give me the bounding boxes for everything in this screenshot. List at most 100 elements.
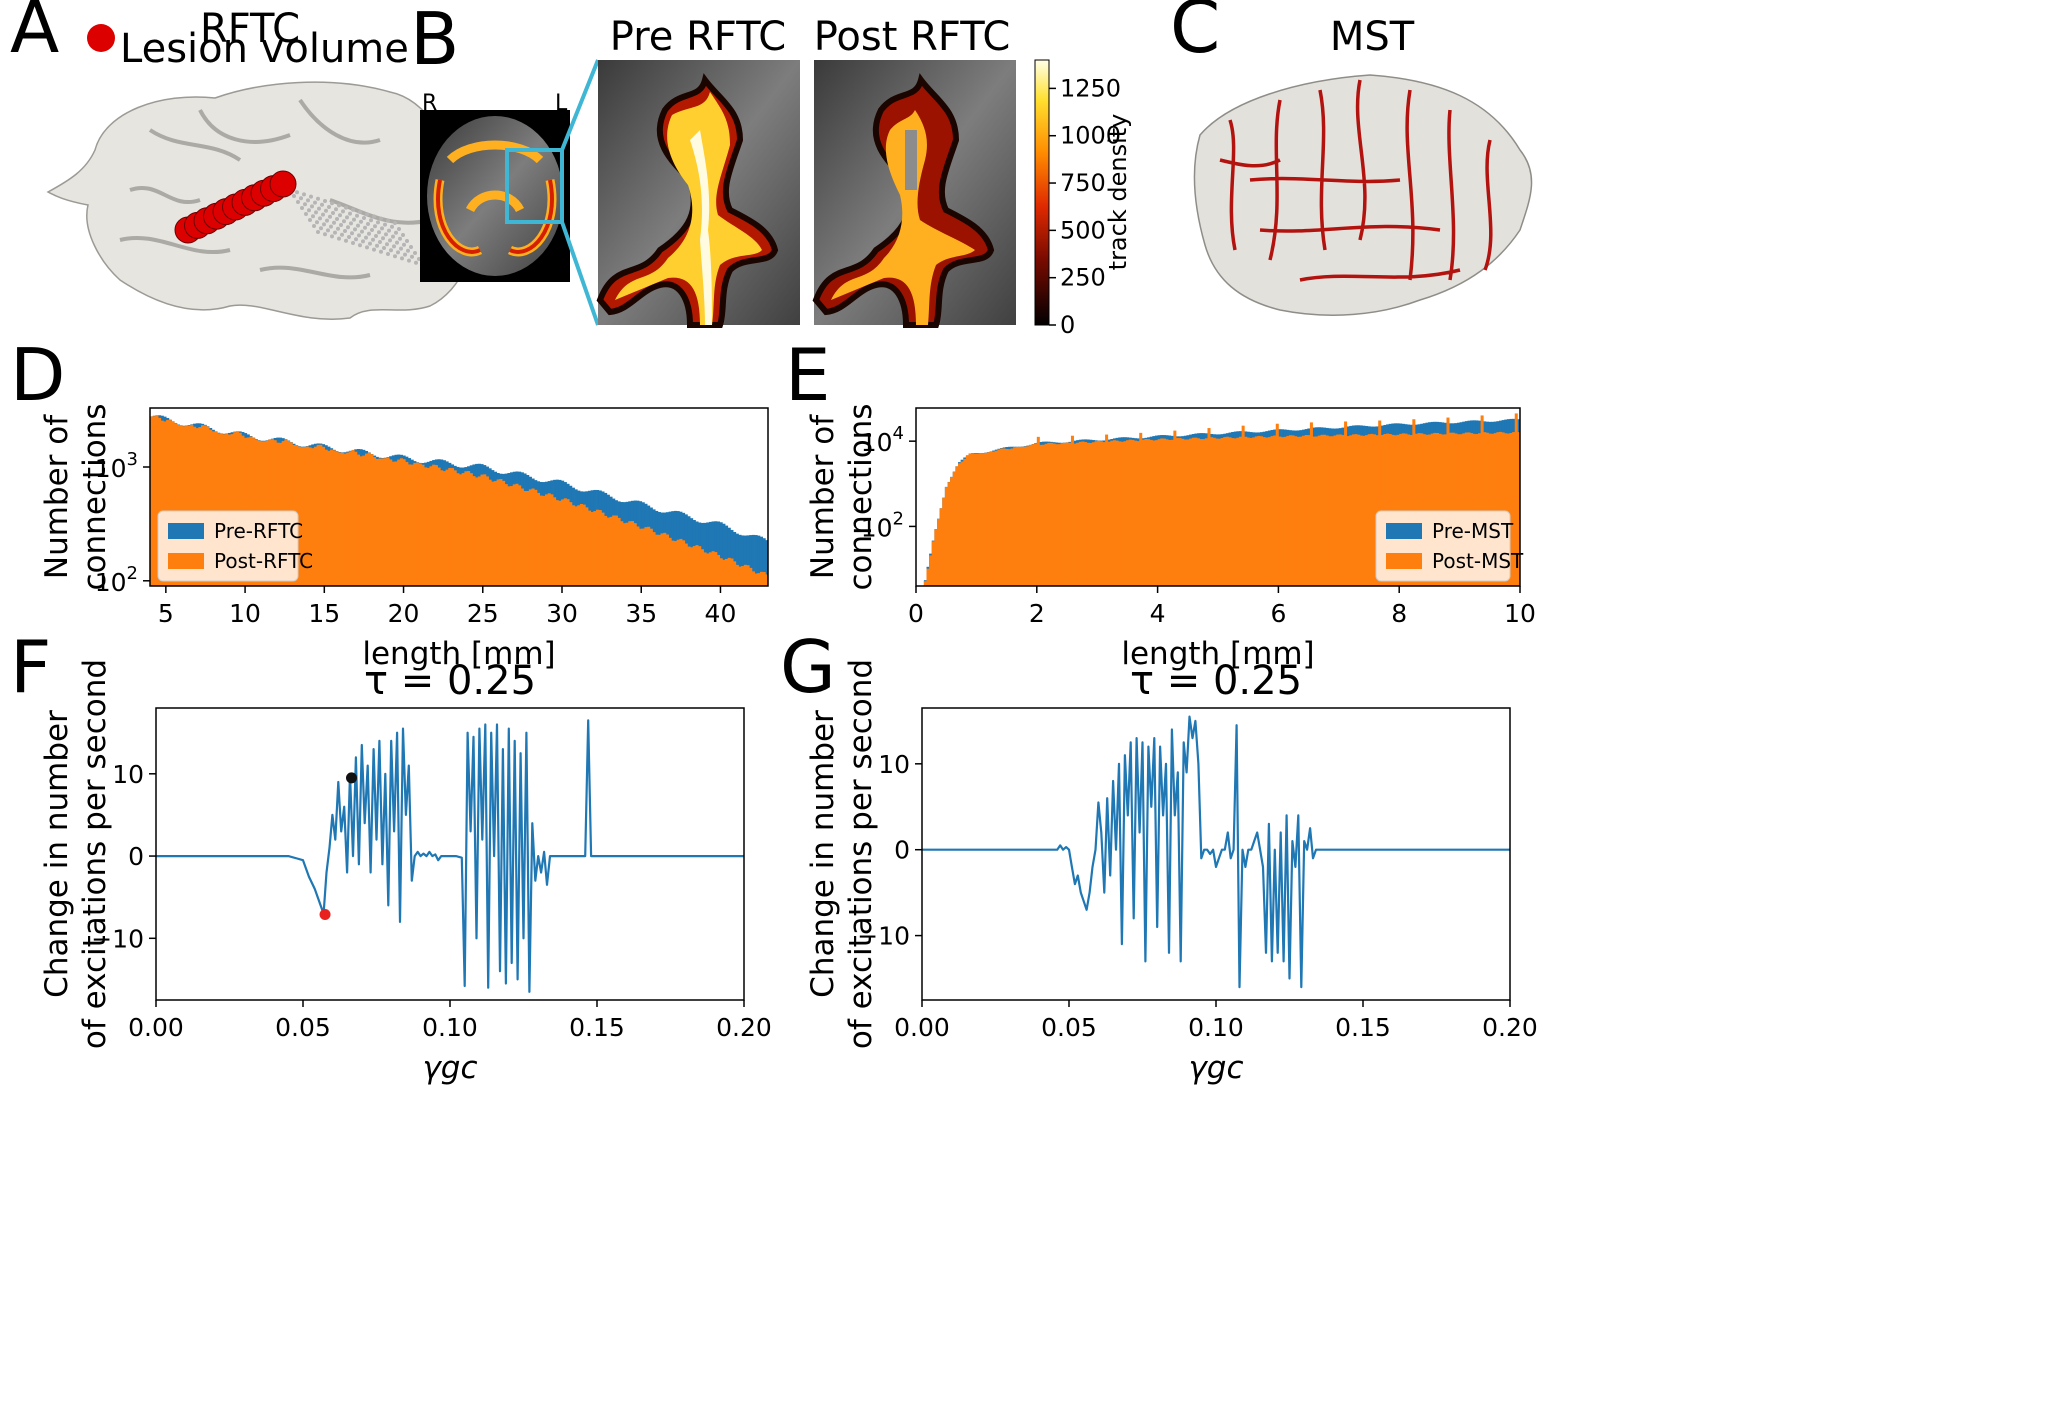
bar-post-rftc [499,479,503,586]
bar-post-rftc [668,537,672,586]
bar-post-rftc [507,486,511,586]
bar-post-rftc [523,490,527,586]
electrode-contact [321,212,325,217]
x-tick-label: 0.10 [422,1013,478,1042]
bar-pre-rftc [762,538,766,586]
bar-post-rftc [373,457,377,586]
bar-post-mst [1154,440,1158,586]
electrode-contact [346,225,350,230]
electrode-contact [344,205,348,210]
bar-post-mst [1391,434,1395,586]
electrode-contact [356,223,360,228]
bar-post-mst [1420,433,1424,586]
plot-frame [149,407,769,587]
bar-post-mst [1094,441,1098,586]
bar-post-rftc [227,434,232,586]
bar-post-rftc [671,540,675,586]
legend-swatch [168,553,204,569]
bar-post-rftc [391,461,395,586]
electrode-contact [371,237,375,242]
bar-post-rftc [179,425,183,586]
bar-post-mst [1438,433,1442,586]
colorbar-tick-label: 1000 [1060,122,1121,150]
bar-post-mst [1110,440,1114,586]
lesion-legend-label: Lesion volume [120,26,409,72]
zoom-line-top [560,59,600,151]
bar-post-rftc [544,494,549,586]
bar-post-rftc [211,431,215,586]
bar-post-mst [1173,430,1177,586]
electrode-contact [376,220,380,225]
bar-post-rftc [727,557,731,586]
bar-post-rftc [332,450,336,586]
bar-post-rftc [749,567,753,586]
bar-post-rftc [488,479,492,586]
panel-a: A RFTC Lesion volume [10,0,474,320]
bar-post-mst [960,461,964,586]
bar-post-mst [1060,443,1064,586]
bar-post-mst [979,453,983,586]
bar-post-mst [1120,441,1124,586]
highlight-point [319,908,331,920]
bar-post-mst [1052,443,1056,586]
electrode-contact [315,220,319,225]
electrode-contact [368,241,372,246]
electrode-contact [362,216,366,220]
bar-post-mst [1257,435,1261,586]
zoom-line-bottom [560,221,600,326]
bar-post-mst [1333,435,1337,586]
bar-post-rftc [579,503,583,586]
electrode-contact [401,233,405,237]
bar-post-rftc [432,464,436,586]
electrode-contact [318,216,322,221]
bar-post-rftc [733,561,737,586]
bar-post-rftc [561,499,565,586]
bar-post-mst [1081,441,1085,586]
bar-post-rftc [754,573,758,586]
bar-post-rftc [604,515,608,586]
y-axis-label-line2: connections [77,404,113,591]
electrode-contact [386,218,390,223]
bar-post-rftc [703,552,707,586]
y-tick-exponent: 2 [127,563,138,584]
bar-post-rftc [187,425,191,586]
bar-post-mst [1281,437,1285,586]
bar-post-mst [1175,438,1180,586]
electrode-contact [303,202,307,207]
bar-post-mst [1147,439,1151,586]
bar-post-mst [934,529,938,586]
x-tick-label: 35 [625,599,657,628]
x-tick-label: 4 [1150,599,1166,628]
bar-post-mst [1202,439,1206,586]
electrode-contact [354,237,358,242]
bar-post-mst [1181,438,1185,586]
bar-post-rftc [378,458,382,586]
bar-post-mst [1049,442,1053,586]
electrode-contact [311,214,315,219]
electrode-contact [320,202,324,207]
bar-pre-rftc [735,533,739,586]
bar-post-rftc [389,459,393,586]
bar-post-rftc [695,545,699,586]
bar-post-mst [1078,441,1082,586]
bar-post-rftc [313,446,317,586]
bar-post-rftc [152,416,156,586]
electrode-contact [399,246,403,251]
bar-post-mst [1485,432,1489,586]
bar-post-rftc [440,470,444,586]
bar-post-mst [1341,435,1345,586]
bar-post-rftc [445,469,449,586]
bar-post-mst [976,453,980,586]
bar-post-rftc [633,523,637,586]
panel-letter-g: G [780,625,836,709]
colorbar [1034,59,1050,326]
electrode-contact [382,246,386,250]
y-axis-label-line2: of excitations per second [843,659,879,1049]
bar-post-mst [1278,436,1282,586]
bar-post-mst [1477,433,1482,586]
panel-letter-f: F [10,625,51,709]
bar-post-mst [955,466,959,586]
electrode-contact [402,242,406,247]
electrode-contact [302,192,306,197]
